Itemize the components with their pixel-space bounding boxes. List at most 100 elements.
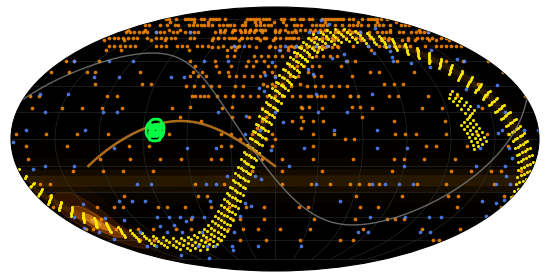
Point bbox=[249, 128, 257, 133]
Point bbox=[295, 94, 304, 98]
Point bbox=[226, 185, 234, 189]
Point bbox=[344, 39, 353, 44]
Point bbox=[170, 223, 179, 227]
Point bbox=[389, 41, 398, 46]
Point bbox=[474, 85, 483, 89]
Point bbox=[281, 68, 290, 73]
Point bbox=[265, 17, 273, 22]
Point bbox=[110, 237, 119, 242]
Point bbox=[498, 104, 507, 108]
Point bbox=[172, 245, 180, 249]
Point bbox=[304, 67, 312, 71]
Point bbox=[315, 63, 323, 68]
Point bbox=[468, 75, 477, 80]
Point bbox=[295, 53, 304, 58]
Point bbox=[242, 152, 251, 156]
Point bbox=[91, 218, 100, 222]
Point bbox=[328, 33, 337, 37]
Point bbox=[525, 154, 533, 159]
Point bbox=[307, 63, 316, 68]
Polygon shape bbox=[23, 33, 529, 245]
Point bbox=[151, 29, 160, 34]
Point bbox=[63, 144, 72, 148]
Point bbox=[163, 23, 172, 28]
Point bbox=[162, 17, 171, 22]
Point bbox=[314, 110, 322, 114]
Point bbox=[377, 29, 386, 34]
Point bbox=[91, 220, 100, 224]
Point bbox=[148, 169, 157, 173]
Point bbox=[309, 217, 318, 221]
Point bbox=[236, 166, 245, 170]
Point bbox=[496, 105, 505, 110]
Point bbox=[271, 137, 279, 141]
Point bbox=[154, 205, 163, 210]
Point bbox=[331, 27, 339, 31]
Point bbox=[379, 43, 388, 48]
Point bbox=[245, 145, 254, 149]
Point bbox=[259, 36, 268, 41]
Point bbox=[237, 94, 246, 98]
Point bbox=[79, 202, 87, 206]
Point bbox=[207, 45, 216, 49]
Point bbox=[477, 106, 486, 111]
Point bbox=[219, 227, 228, 231]
Point bbox=[292, 29, 301, 34]
Point bbox=[235, 217, 244, 221]
Point bbox=[204, 43, 212, 48]
Point bbox=[219, 29, 228, 34]
Point bbox=[321, 94, 329, 98]
Point bbox=[295, 28, 304, 33]
Point bbox=[200, 94, 208, 98]
Point bbox=[98, 110, 107, 114]
Point bbox=[283, 88, 292, 92]
Point bbox=[240, 201, 249, 205]
Point bbox=[271, 36, 279, 41]
Point bbox=[214, 17, 223, 22]
Point bbox=[249, 165, 257, 169]
Point bbox=[110, 43, 119, 48]
Point bbox=[164, 215, 173, 219]
Point bbox=[364, 23, 372, 28]
Point bbox=[124, 144, 133, 148]
Point bbox=[240, 73, 249, 78]
Point bbox=[199, 244, 207, 249]
Point bbox=[355, 182, 364, 186]
Point bbox=[249, 17, 258, 22]
Point bbox=[244, 162, 253, 166]
Point bbox=[436, 43, 445, 48]
Point bbox=[238, 36, 246, 41]
Point bbox=[244, 179, 252, 183]
Point bbox=[175, 115, 184, 120]
Point bbox=[519, 157, 528, 162]
Point bbox=[73, 131, 81, 136]
Point bbox=[238, 184, 247, 189]
Point bbox=[469, 125, 477, 129]
Point bbox=[348, 73, 356, 78]
Point bbox=[114, 36, 123, 41]
Point bbox=[211, 182, 220, 187]
Point bbox=[233, 173, 242, 177]
Point bbox=[243, 17, 251, 22]
Point bbox=[325, 30, 334, 34]
Point bbox=[184, 240, 192, 245]
Point bbox=[271, 45, 279, 49]
Point bbox=[141, 198, 150, 203]
Point bbox=[382, 45, 391, 49]
Point bbox=[157, 43, 166, 48]
Point bbox=[208, 17, 217, 22]
Point bbox=[46, 197, 54, 201]
Point bbox=[513, 175, 522, 179]
Point bbox=[256, 177, 265, 181]
Point bbox=[303, 83, 312, 88]
Point bbox=[203, 193, 212, 198]
Point bbox=[460, 120, 469, 124]
Point bbox=[342, 37, 350, 41]
Point bbox=[228, 194, 236, 199]
Point bbox=[447, 64, 456, 69]
Point bbox=[293, 36, 302, 41]
Point bbox=[323, 23, 332, 28]
Point bbox=[229, 54, 238, 58]
Point bbox=[507, 195, 516, 199]
Point bbox=[471, 90, 480, 94]
